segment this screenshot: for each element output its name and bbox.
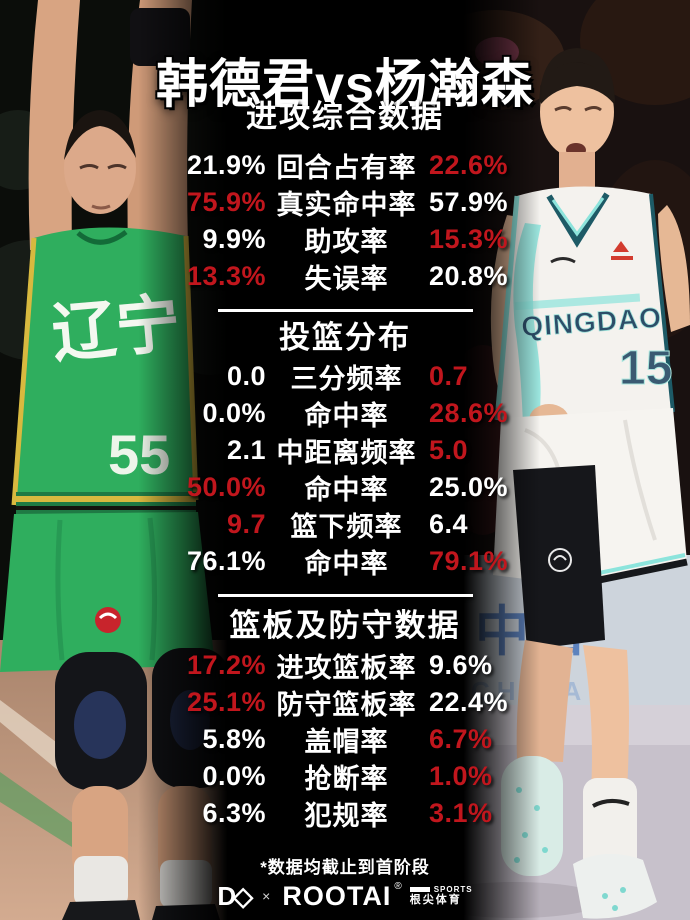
left-player-arm: [28, 0, 80, 250]
stat-label: 命中率: [304, 549, 389, 579]
left-player-value: 75.9%: [186, 187, 266, 217]
right-player-value: 6.7%: [429, 724, 493, 754]
right-player-value: 15.3%: [429, 224, 509, 254]
cba-logo: [95, 607, 121, 633]
left-player-value: 0.0%: [202, 398, 266, 428]
logo-sub-cn: 根尖体育: [409, 894, 462, 907]
left-player-value: 13.3%: [186, 261, 266, 291]
right-player-value: 0.7: [429, 361, 469, 391]
logo-mark: D◇: [217, 880, 253, 911]
right-player-value: 79.1%: [429, 546, 509, 576]
stat-label: 真实命中率: [276, 190, 417, 220]
section-divider: [217, 594, 473, 597]
stat-label: 命中率: [304, 401, 389, 431]
right-player-value: 6.4: [429, 509, 469, 539]
stat-row: 50.0% 命中率 25.0%: [135, 468, 555, 505]
registered-mark-icon: ®: [394, 881, 402, 892]
left-player-value: 5.8%: [202, 724, 266, 754]
stat-label: 回合占有率: [276, 153, 417, 183]
stat-row: 0.0% 抢断率 1.0%: [135, 757, 555, 794]
left-player-value: 17.2%: [186, 650, 266, 680]
stat-row: 9.7 篮下频率 6.4: [135, 505, 555, 542]
logo-cross-icon: ×: [262, 888, 271, 904]
shoe: [62, 900, 140, 920]
right-player-value: 22.4%: [429, 687, 509, 717]
left-player-value: 0.0%: [202, 761, 266, 791]
left-player-value: 2.1: [226, 435, 266, 465]
stat-row: 75.9% 真实命中率 57.9%: [135, 183, 555, 220]
left-player-value: 50.0%: [186, 472, 266, 502]
stat-row: 25.1% 防守篮板率 22.4%: [135, 683, 555, 720]
stat-label: 三分频率: [290, 364, 403, 394]
left-photo-fade: [138, 0, 235, 920]
logo-bar: [409, 887, 430, 893]
left-player-value: 76.1%: [186, 546, 266, 576]
section-offense: 进攻综合数据 21.9% 回合占有率 22.6% 75.9% 真实命中率 57.…: [135, 97, 555, 294]
page-title: 韩德君vs杨瀚森: [156, 55, 534, 114]
stat-row: 6.3% 犯规率 3.1%: [135, 794, 555, 831]
logo-brand: ROOTAI: [282, 880, 392, 911]
right-player-value: 22.6%: [429, 150, 509, 180]
stat-label: 失误率: [304, 264, 389, 294]
left-player-value: 9.9%: [202, 224, 266, 254]
section-divider: [217, 309, 473, 312]
section-defense: 篮板及防守数据 17.2% 进攻篮板率 9.6% 25.1% 防守篮板率 22.…: [135, 594, 555, 831]
rootai-logo: D◇ × ROOTAI ® SPORTS 根尖体育: [0, 879, 690, 913]
right-player-value: 25.0%: [429, 472, 509, 502]
stat-label: 中距离频率: [276, 438, 417, 468]
stat-label: 助攻率: [304, 227, 389, 257]
left-player-value: 21.9%: [186, 150, 266, 180]
sock: [74, 856, 128, 906]
right-photo-fade: [455, 0, 540, 920]
stat-row: 0.0% 命中率 28.6%: [135, 394, 555, 431]
right-jersey-number: 15: [619, 342, 672, 395]
section-title: 投篮分布: [279, 320, 411, 355]
right-player-value: 28.6%: [429, 398, 509, 428]
data-footnote: *数据均截止到首阶段: [260, 858, 430, 877]
logo-subtitle: SPORTS 根尖体育: [409, 885, 473, 907]
right-player-arm: [658, 205, 690, 332]
left-player-value: 0.0: [226, 361, 266, 391]
right-player-value: 5.0: [429, 435, 469, 465]
stat-label: 犯规率: [304, 801, 389, 831]
stat-row: 17.2% 进攻篮板率 9.6%: [135, 646, 555, 683]
section-title: 进攻综合数据: [246, 99, 444, 134]
stat-label: 防守篮板率: [276, 690, 417, 720]
section-title: 篮板及防守数据: [229, 608, 461, 643]
left-player-value: 25.1%: [186, 687, 266, 717]
right-player-value: 1.0%: [429, 761, 493, 791]
stat-label: 抢断率: [304, 764, 389, 794]
stat-row: 9.9% 助攻率 15.3%: [135, 220, 555, 257]
stat-row: 5.8% 盖帽率 6.7%: [135, 720, 555, 757]
li-ning-logo: [550, 257, 576, 264]
sponsor-patch: [613, 241, 629, 252]
shoe: [573, 853, 657, 919]
stat-label: 命中率: [304, 475, 389, 505]
left-player-head: [64, 122, 136, 214]
stat-row: 76.1% 命中率 79.1%: [135, 542, 555, 579]
right-player-value: 9.6%: [429, 650, 493, 680]
stat-row: 21.9% 回合占有率 22.6%: [135, 146, 555, 183]
right-player-value: 3.1%: [429, 798, 493, 828]
left-player-value: 9.7: [226, 509, 266, 539]
section-shooting: 投篮分布 0.0 三分频率 0.7 0.0% 命中率 28.6% 2.1 中距离…: [135, 309, 555, 579]
stat-row: 13.3% 失误率 20.8%: [135, 257, 555, 294]
stat-label: 篮下频率: [290, 512, 403, 542]
right-player-value: 57.9%: [429, 187, 509, 217]
right-player-value: 20.8%: [429, 261, 509, 291]
left-player-value: 6.3%: [202, 798, 266, 828]
logo-sub-en: SPORTS: [433, 885, 473, 895]
stat-row: 0.0 三分频率 0.7: [135, 357, 555, 394]
stat-label: 盖帽率: [304, 727, 389, 757]
stat-label: 进攻篮板率: [276, 653, 417, 683]
stat-row: 2.1 中距离频率 5.0: [135, 431, 555, 468]
